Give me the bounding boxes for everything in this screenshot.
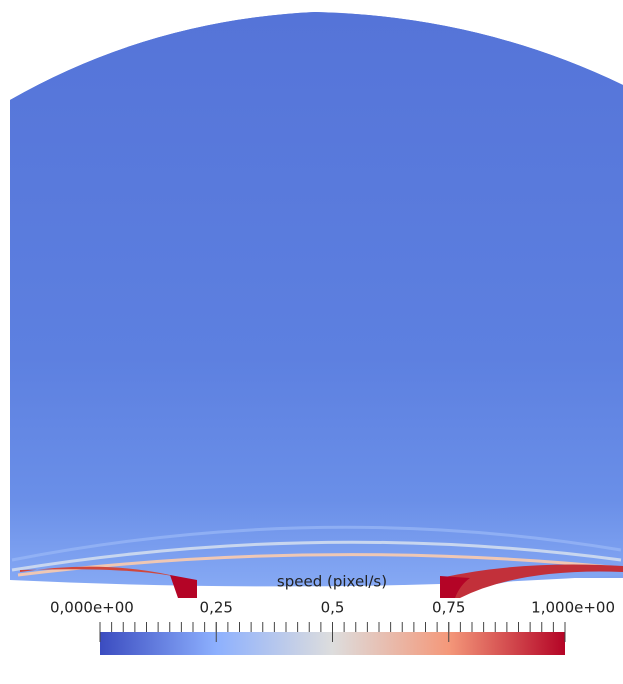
colorbar-title: speed (pixel/s) [277,573,387,591]
tick-label: 0,25 [200,599,233,617]
tick-label: 1,000e+00 [531,599,615,617]
tick-label: 0,75 [432,599,465,617]
speed-field [10,12,623,598]
tick-label: 0,000e+00 [50,599,134,617]
tick-label: 0,5 [321,599,345,617]
